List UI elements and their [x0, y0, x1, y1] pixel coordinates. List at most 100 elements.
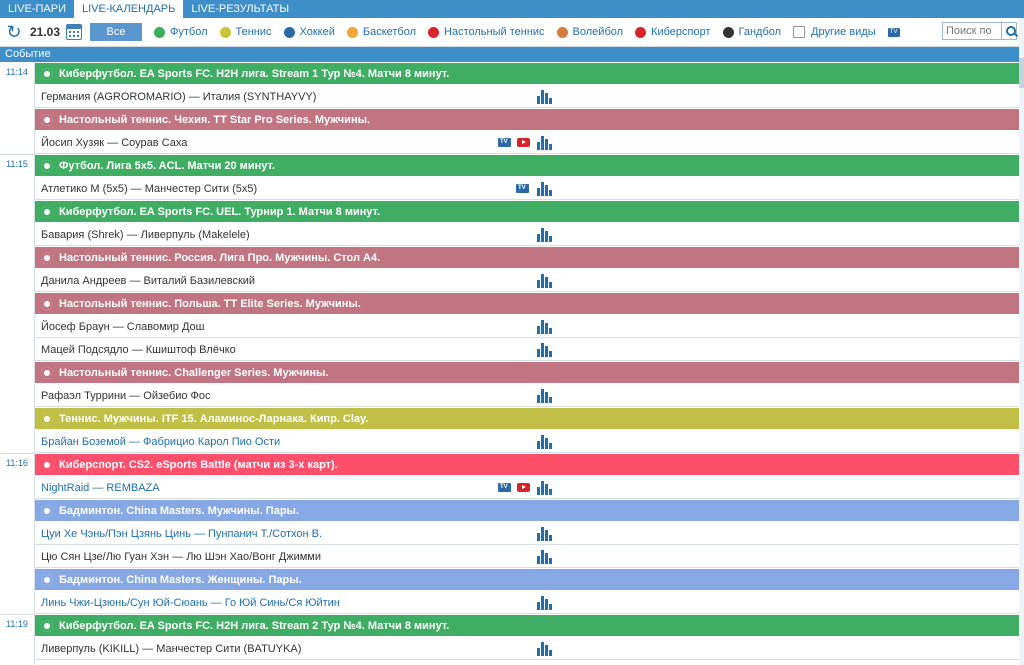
other-sports-label[interactable]: Другие виды — [811, 26, 876, 38]
league-header: 11:14 Киберфутбол. EA Sports FC. H2H лига… — [0, 62, 1024, 85]
league-bar[interactable]: Теннис. Мужчины. ITF 15. Аламинос-Ларнак… — [35, 408, 1024, 429]
league-bar[interactable]: Бадминтон. China Masters. Женщины. Пары. — [35, 569, 1024, 590]
event-item[interactable]: Мацей Подсядло — Кшиштоф Влёчко — [35, 338, 1024, 361]
event-item[interactable]: Йосеф Браун — Славомир Дош — [35, 315, 1024, 338]
league-bar[interactable]: Киберфутбол. EA Sports FC. H2H лига. Str… — [35, 63, 1024, 84]
event-name[interactable]: Атлетико М (5x5) — Манчестер Сити (5x5) — [41, 183, 258, 195]
league-bar[interactable]: Настольный теннис. Польша. TT Elite Seri… — [35, 293, 1024, 314]
league-header: Настольный теннис. Польша. TT Elite Seri… — [0, 292, 1024, 315]
toolbar: ↻ 21.03 Все Футбол Теннис Хоккей Баскетбол Н… — [0, 18, 1024, 47]
statistics-icon[interactable] — [537, 90, 552, 104]
event-item[interactable]: Атлетико М (5x5) — Манчестер Сити (5x5) — [35, 177, 1024, 200]
scrollbar-thumb[interactable] — [1019, 58, 1024, 88]
event-item[interactable]: Данила Андреев — Виталий Базилевский — [35, 269, 1024, 292]
search-input[interactable] — [943, 25, 1001, 37]
sport-filter-label: Хоккей — [299, 26, 335, 38]
league-title: Бадминтон. China Masters. Женщины. Пары. — [59, 573, 302, 586]
sport-filter-handball[interactable]: Гандбол — [722, 26, 781, 38]
statistics-icon[interactable] — [537, 182, 552, 196]
tv-broadcast-icon[interactable] — [498, 138, 511, 147]
tv-icon[interactable]: TV — [887, 27, 900, 37]
table-tennis-icon — [41, 113, 53, 126]
sport-filter-esports[interactable]: Киберспорт — [635, 26, 711, 38]
league-bar[interactable]: Киберфутбол. EA Sports FC. UEL. Турнир 1… — [35, 201, 1024, 222]
other-sports-checkbox[interactable] — [793, 26, 806, 38]
league-bar[interactable]: Киберспорт. CS2. eSports Battle (матчи и… — [35, 454, 1024, 475]
video-stream-icon[interactable] — [517, 483, 530, 492]
statistics-icon[interactable] — [537, 550, 552, 564]
league-header: Теннис. Мужчины. ITF 15. Аламинос-Ларнак… — [0, 407, 1024, 430]
event-name[interactable]: NightRaid — REMBAZA — [41, 482, 160, 494]
event-item[interactable]: Бавария (Shrek) — Ливерпуль (Makelele) — [35, 223, 1024, 246]
statistics-icon[interactable] — [537, 274, 552, 288]
tv-broadcast-icon[interactable] — [498, 483, 511, 492]
league-title: Бадминтон. China Masters. Мужчины. Пары. — [59, 504, 300, 517]
event-item[interactable]: Брайан Боземой — Фабрицио Карол Пио Ости — [35, 430, 1024, 453]
event-name[interactable]: Рафаэл Туррини — Ойзебио Фос — [41, 390, 211, 402]
event-name[interactable]: Цю Сян Цзе/Лю Гуан Хэн — Лю Шэн Хао/Вонг… — [41, 551, 322, 563]
league-bar[interactable]: Киберфутбол. EA Sports FC. H2H лига. Str… — [35, 615, 1024, 636]
statistics-icon[interactable] — [537, 435, 552, 449]
scrollbar[interactable] — [1019, 18, 1024, 665]
event-item[interactable]: Йосип Хузяк — Соурав Саха — [35, 131, 1024, 154]
statistics-icon[interactable] — [537, 320, 552, 334]
search-icon[interactable] — [1001, 23, 1016, 39]
event-row: Германия (AGROROMARIO) — Италия (SYNTHAY… — [0, 85, 1024, 108]
tab-live-bets[interactable]: LIVE-ПАРИ — [8, 3, 66, 15]
tab-live-calendar[interactable]: LIVE-КАЛЕНДАРЬ — [74, 0, 184, 18]
statistics-icon[interactable] — [537, 527, 552, 541]
sport-filter-label: Футбол — [170, 26, 208, 38]
volleyball-icon — [556, 26, 568, 38]
league-bar[interactable]: Настольный теннис. Чехия. TT Star Pro Se… — [35, 109, 1024, 130]
event-name[interactable]: Бавария (Shrek) — Ливерпуль (Makelele) — [41, 229, 250, 241]
statistics-icon[interactable] — [537, 481, 552, 495]
league-bar[interactable]: Настольный теннис. Россия. Лига Про. Муж… — [35, 247, 1024, 268]
event-item[interactable]: Линь Чжи-Цзюнь/Сун Юй-Сюань — Го Юй Синь… — [35, 591, 1024, 614]
event-name[interactable]: Цуи Хе Чэнь/Пэн Цзянь Цинь — Пунпанич Т.… — [41, 528, 323, 540]
event-item[interactable]: Цю Сян Цзе/Лю Гуан Хэн — Лю Шэн Хао/Вонг… — [35, 545, 1024, 568]
sport-filter-tennis[interactable]: Теннис — [219, 26, 272, 38]
statistics-icon[interactable] — [537, 343, 552, 357]
event-name[interactable]: Ливерпуль (KIKILL) — Манчестер Сити (BAT… — [41, 643, 302, 655]
league-title: Настольный теннис. Польша. TT Elite Seri… — [59, 297, 361, 310]
event-item[interactable]: Ливерпуль (KIKILL) — Манчестер Сити (BAT… — [35, 637, 1024, 660]
sport-filter-hockey[interactable]: Хоккей — [283, 26, 335, 38]
event-name[interactable]: Брайан Боземой — Фабрицио Карол Пио Ости — [41, 436, 281, 448]
sport-filter-basketball[interactable]: Баскетбол — [346, 26, 416, 38]
event-name[interactable]: Линь Чжи-Цзюнь/Сун Юй-Сюань — Го Юй Синь… — [41, 597, 340, 609]
sport-filter-label: Теннис — [235, 26, 272, 38]
refresh-icon[interactable]: ↻ — [6, 22, 22, 42]
event-item[interactable]: Рафаэл Туррини — Ойзебио Фос — [35, 384, 1024, 407]
event-name[interactable]: Йосеф Браун — Славомир Дош — [41, 321, 205, 333]
tv-broadcast-icon[interactable] — [516, 184, 529, 193]
calendar-icon[interactable] — [66, 24, 82, 40]
date-label: 21.03 — [30, 25, 61, 39]
league-bar[interactable]: Бадминтон. China Masters. Мужчины. Пары. — [35, 500, 1024, 521]
league-bar[interactable]: Настольный теннис. Challenger Series. Му… — [35, 362, 1024, 383]
esports-icon — [41, 458, 53, 471]
video-stream-icon[interactable] — [517, 138, 530, 147]
statistics-icon[interactable] — [537, 389, 552, 403]
event-name[interactable]: Мацей Подсядло — Кшиштоф Влёчко — [41, 344, 236, 356]
sport-filter-table-tennis[interactable]: Настольный теннис — [428, 26, 545, 38]
league-header: Киберфутбол. EA Sports FC. UEL. Турнир 1… — [0, 200, 1024, 223]
statistics-icon[interactable] — [537, 642, 552, 656]
statistics-icon[interactable] — [537, 136, 552, 150]
handball-icon — [722, 26, 734, 38]
football-icon — [41, 205, 53, 218]
sport-filter-volleyball[interactable]: Волейбол — [556, 26, 623, 38]
event-name[interactable]: Йосип Хузяк — Соурав Саха — [41, 137, 188, 149]
sport-filter-football[interactable]: Футбол — [154, 26, 208, 38]
league-title: Киберфутбол. EA Sports FC. H2H лига. Str… — [59, 67, 450, 80]
event-item[interactable]: Германия (AGROROMARIO) — Италия (SYNTHAY… — [35, 85, 1024, 108]
all-sports-button[interactable]: Все — [90, 23, 142, 41]
league-bar[interactable]: Футбол. Лига 5x5. ACL. Матчи 20 минут. — [35, 155, 1024, 176]
event-item[interactable]: NightRaid — REMBAZA — [35, 476, 1024, 499]
statistics-icon[interactable] — [537, 596, 552, 610]
time-separator — [0, 614, 35, 615]
tab-live-results[interactable]: LIVE-РЕЗУЛЬТАТЫ — [191, 3, 290, 15]
event-name[interactable]: Данила Андреев — Виталий Базилевский — [41, 275, 256, 287]
statistics-icon[interactable] — [537, 228, 552, 242]
event-item[interactable]: Цуи Хе Чэнь/Пэн Цзянь Цинь — Пунпанич Т.… — [35, 522, 1024, 545]
event-name[interactable]: Германия (AGROROMARIO) — Италия (SYNTHAY… — [41, 91, 317, 103]
